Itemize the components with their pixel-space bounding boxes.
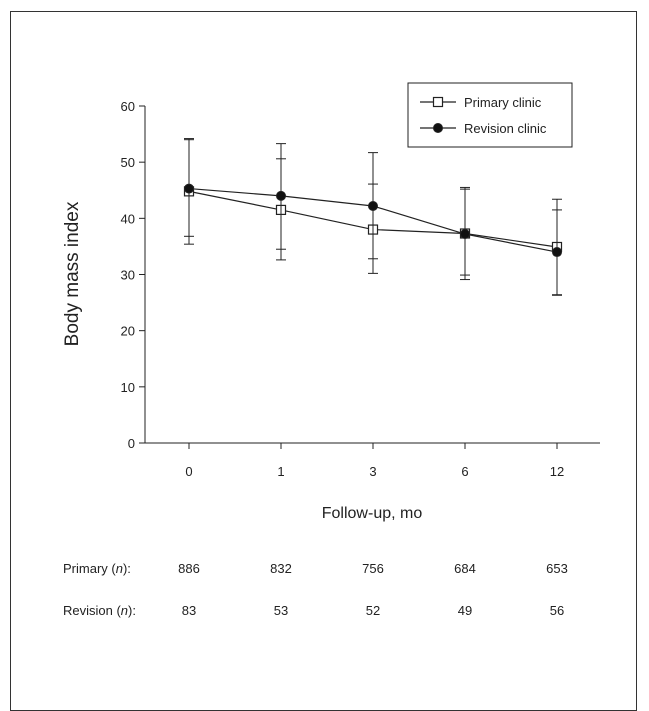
x-tick-label: 3 bbox=[369, 464, 376, 479]
legend-marker-circle bbox=[433, 123, 443, 133]
y-tick-label: 60 bbox=[121, 99, 135, 114]
revision-count-label: Revision (n): bbox=[63, 603, 136, 618]
data-point bbox=[184, 183, 194, 194]
data-point bbox=[276, 190, 286, 201]
primary-count-cell: 886 bbox=[178, 561, 200, 576]
y-tick-label: 50 bbox=[121, 155, 135, 170]
primary-count-cell: 653 bbox=[546, 561, 568, 576]
series-revision-clinic bbox=[184, 139, 562, 296]
x-tick-label: 1 bbox=[277, 464, 284, 479]
y-tick-label: 30 bbox=[121, 268, 135, 283]
primary-count-label: Primary (n): bbox=[63, 561, 131, 576]
primary-count-row: Primary (n): 886 832 756 684 653 bbox=[0, 561, 649, 581]
x-tick-label: 0 bbox=[185, 464, 192, 479]
y-tick-label: 20 bbox=[121, 324, 135, 339]
y-axis-title: Body mass index bbox=[62, 201, 83, 346]
legend-marker-square bbox=[432, 96, 444, 108]
legend: Primary clinic Revision clinic bbox=[407, 82, 573, 148]
revision-count-cell: 83 bbox=[181, 603, 197, 618]
x-tick-label: 12 bbox=[550, 464, 564, 479]
y-axis: 0 10 20 30 40 50 60 bbox=[121, 99, 146, 451]
revision-count-cell: 53 bbox=[273, 603, 289, 618]
y-tick-label: 10 bbox=[121, 380, 135, 395]
x-tick-label: 6 bbox=[461, 464, 468, 479]
primary-count-cell: 684 bbox=[454, 561, 476, 576]
y-tick-label: 0 bbox=[128, 436, 135, 451]
x-axis: 0 1 3 6 12 bbox=[145, 442, 600, 479]
revision-count-cell: 52 bbox=[365, 603, 381, 618]
data-point bbox=[368, 200, 378, 211]
primary-count-cell: 832 bbox=[270, 561, 292, 576]
revision-count-cell: 56 bbox=[549, 603, 565, 618]
legend-label: Revision clinic bbox=[464, 121, 547, 136]
revision-count-cell: 49 bbox=[457, 603, 473, 618]
data-point bbox=[552, 247, 562, 258]
revision-count-row: Revision (n): 83 53 52 49 56 bbox=[0, 603, 649, 623]
y-tick-label: 40 bbox=[121, 211, 135, 226]
series-layer bbox=[183, 138, 563, 296]
primary-count-cell: 756 bbox=[362, 561, 384, 576]
bmi-line-chart: 0 10 20 30 40 50 60 0 1 3 6 12 Primary clinic Revis… bbox=[62, 82, 600, 522]
legend-label: Primary clinic bbox=[464, 95, 542, 110]
legend-box bbox=[407, 82, 573, 148]
data-point bbox=[460, 229, 470, 240]
x-axis-title: Follow-up, mo bbox=[322, 505, 423, 522]
